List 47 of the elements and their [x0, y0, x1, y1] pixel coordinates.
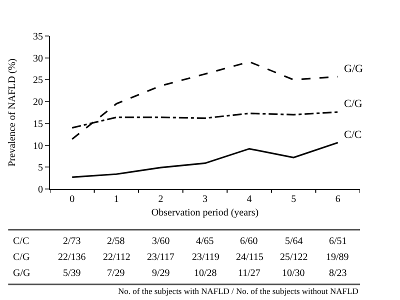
text: 2/58: [107, 236, 125, 247]
y-axis-title: Prevalence of NAFLD (%): [7, 58, 18, 167]
y-tick-label: 5: [38, 162, 43, 174]
x-tick-label: 6: [335, 194, 340, 205]
x-tick-label: 4: [246, 194, 252, 205]
text: No. of the subjects with NAFLD / No. of the subjects without NAFLD: [118, 286, 358, 296]
text: 5/39: [63, 268, 81, 279]
text: 8/23: [329, 268, 347, 279]
x-tick-label: 3: [202, 194, 208, 205]
text: 23/119: [192, 252, 220, 263]
series-label: C/C: [344, 129, 362, 141]
text: 22/136: [58, 252, 86, 263]
x-tick-label: 2: [158, 194, 164, 205]
text: G/G: [13, 268, 30, 279]
text: 23/117: [147, 252, 174, 263]
x-tick-label: 1: [114, 194, 119, 205]
y-tick-label: 30: [33, 53, 43, 64]
text: 4/65: [196, 236, 214, 247]
text: C/C: [13, 236, 30, 247]
series-label: G/G: [344, 63, 363, 75]
text: 19/89: [326, 252, 349, 263]
x-tick-label: 5: [291, 194, 296, 205]
text: 24/115: [236, 252, 264, 263]
line-series: [71, 142, 339, 178]
y-tick-label: 15: [33, 118, 43, 130]
y-tick-label: 35: [33, 32, 43, 42]
y-tick-label: 20: [33, 97, 43, 108]
text: 9/29: [152, 268, 170, 279]
text: 6/51: [329, 236, 347, 247]
text: 25/122: [280, 252, 308, 263]
x-axis-title: Observation period (years): [151, 208, 259, 218]
text: 5/64: [285, 236, 303, 247]
text: 22/112: [103, 252, 130, 263]
text: 10/28: [194, 268, 217, 279]
text: 2/73: [63, 236, 81, 247]
text: 3/60: [152, 236, 170, 247]
text: C/G: [13, 252, 30, 263]
text: 10/30: [282, 268, 305, 279]
y-tick-label: 10: [33, 140, 43, 152]
text: 7/29: [107, 268, 125, 279]
y-tick-label: 25: [33, 75, 43, 86]
text: 11/27: [238, 268, 260, 279]
text: 6/60: [240, 236, 258, 247]
line-series: [71, 60, 339, 140]
x-tick-label: 0: [70, 194, 75, 205]
y-tick-label: 0: [38, 184, 43, 196]
series-label: C/G: [344, 98, 362, 110]
